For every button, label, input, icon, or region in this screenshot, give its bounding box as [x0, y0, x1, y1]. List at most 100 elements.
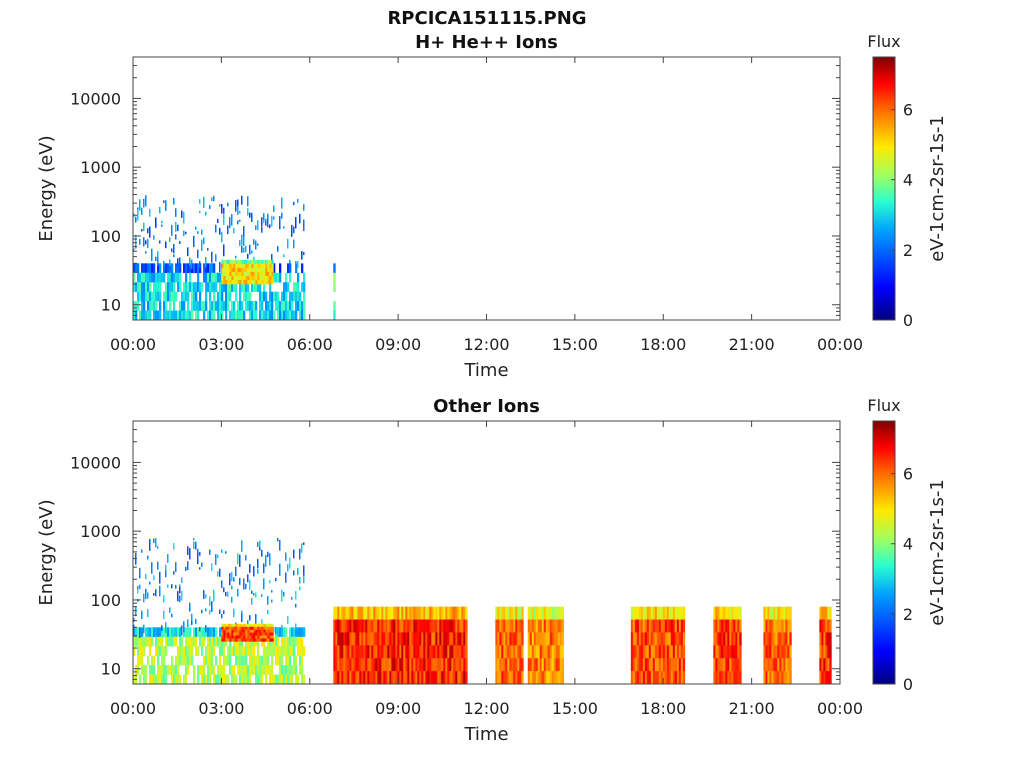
heatmap-cell — [205, 655, 208, 666]
heatmap-cell — [241, 280, 244, 285]
heatmap-cell — [636, 632, 640, 646]
heatmap-cell — [209, 674, 212, 685]
heatmap-cell — [737, 658, 740, 672]
heatmap-cell — [197, 674, 200, 685]
heatmap-cell — [640, 606, 644, 620]
heatmap-cell — [137, 208, 139, 221]
heatmap-cell — [825, 671, 828, 685]
heatmap-cell — [285, 646, 288, 656]
heatmap-cell — [457, 606, 460, 620]
heatmap-cell — [149, 627, 152, 638]
heatmap-cell — [435, 606, 438, 620]
heatmap-cell — [295, 655, 298, 666]
heatmap-cell — [648, 671, 652, 685]
heatmap-cell — [231, 310, 234, 321]
heatmap-cell — [656, 671, 660, 685]
heatmap-cell — [237, 271, 240, 277]
heatmap-cell — [445, 632, 448, 646]
heatmap-cell — [219, 301, 222, 311]
heatmap-cell — [547, 632, 551, 646]
heatmap-cell — [191, 655, 194, 666]
heatmap-cell — [652, 606, 656, 620]
heatmap-cell — [527, 658, 531, 672]
heatmap-cell — [143, 198, 145, 208]
x-tick-label: 03:00 — [198, 699, 244, 718]
heatmap-cell — [249, 615, 251, 621]
heatmap-cell — [674, 619, 678, 633]
heatmap-cell — [143, 593, 145, 603]
heatmap-cell — [383, 658, 386, 672]
heatmap-cell — [419, 632, 422, 646]
heatmap-cell — [281, 291, 284, 302]
heatmap-cell — [209, 263, 212, 274]
heatmap-cell — [391, 619, 394, 633]
heatmap-cell — [515, 658, 518, 672]
heatmap-cell — [247, 635, 250, 639]
heatmap-cell — [676, 671, 680, 685]
heatmap-cell — [429, 645, 432, 659]
heatmap-cell — [829, 606, 832, 620]
heatmap-cell — [379, 658, 382, 672]
heatmap-cell — [789, 645, 792, 659]
heatmap-cell — [549, 606, 553, 620]
heatmap-cell — [249, 623, 252, 628]
heatmap-cell — [449, 632, 452, 646]
heatmap-cell — [343, 671, 346, 685]
heatmap-cell — [151, 636, 154, 647]
heatmap-cell — [299, 548, 301, 560]
heatmap-cell — [237, 629, 240, 633]
heatmap-cell — [507, 606, 510, 620]
heatmap-cell — [435, 619, 438, 633]
heatmap-cell — [662, 671, 666, 685]
heatmap-cell — [199, 199, 201, 204]
heatmap-cell — [369, 606, 372, 620]
heatmap-cell — [457, 645, 460, 659]
heatmap-cell — [465, 645, 468, 659]
heatmap-cell — [343, 632, 346, 646]
heatmap-cell — [245, 267, 248, 273]
heatmap-cell — [141, 291, 144, 302]
heatmap-cell — [821, 671, 824, 685]
heatmap-cell — [157, 546, 159, 549]
heatmap-cell — [735, 632, 738, 646]
heatmap-cell — [395, 606, 398, 620]
heatmap-cell — [463, 619, 466, 633]
heatmap-cell — [763, 658, 766, 672]
heatmap-cell — [640, 619, 644, 633]
heatmap-cell — [727, 658, 730, 672]
heatmap-cell — [203, 237, 205, 245]
heatmap-cell — [277, 272, 280, 283]
heatmap-cell — [197, 231, 199, 234]
heatmap-cell — [203, 665, 206, 675]
heatmap-cell — [455, 658, 458, 672]
heatmap-cell — [285, 272, 288, 283]
heatmap-cell — [763, 671, 766, 685]
heatmap-cell — [191, 291, 194, 302]
heatmap-cell — [269, 263, 272, 269]
heatmap-cell — [723, 632, 726, 646]
heatmap-cell — [664, 632, 668, 646]
colorbar-gradient — [872, 420, 896, 685]
heatmap-cell — [203, 627, 206, 638]
heatmap-cell — [335, 658, 338, 672]
heatmap-cell — [644, 606, 648, 620]
heatmap-cell — [341, 606, 344, 620]
heatmap-cell — [217, 674, 220, 685]
heatmap-cell — [513, 658, 516, 672]
heatmap-cell — [531, 645, 535, 659]
heatmap-cell — [227, 632, 230, 636]
heatmap-cell — [823, 671, 826, 685]
heatmap-cell — [499, 658, 502, 672]
heatmap-cell — [451, 671, 454, 685]
heatmap-cell — [149, 646, 152, 656]
heatmap-cell — [429, 606, 432, 620]
heatmap-cell — [337, 632, 340, 646]
heatmap-cell — [361, 619, 364, 633]
heatmap-cell — [303, 204, 305, 211]
heatmap-cell — [719, 658, 722, 672]
heatmap-cell — [769, 658, 772, 672]
heatmap-cell — [461, 619, 464, 633]
heatmap-cell — [265, 259, 268, 265]
heatmap-cell — [207, 646, 210, 656]
heatmap-cell — [668, 645, 672, 659]
